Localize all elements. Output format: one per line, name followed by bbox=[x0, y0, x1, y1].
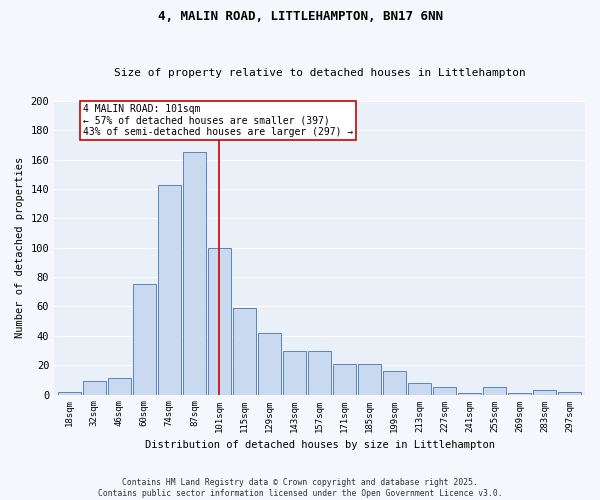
Bar bbox=[108, 378, 131, 394]
Bar bbox=[559, 392, 581, 394]
Bar bbox=[183, 152, 206, 394]
Text: Contains HM Land Registry data © Crown copyright and database right 2025.
Contai: Contains HM Land Registry data © Crown c… bbox=[98, 478, 502, 498]
X-axis label: Distribution of detached houses by size in Littlehampton: Distribution of detached houses by size … bbox=[145, 440, 494, 450]
Bar bbox=[383, 371, 406, 394]
Text: 4 MALIN ROAD: 101sqm
← 57% of detached houses are smaller (397)
43% of semi-deta: 4 MALIN ROAD: 101sqm ← 57% of detached h… bbox=[83, 104, 353, 137]
Bar bbox=[433, 387, 456, 394]
Text: 4, MALIN ROAD, LITTLEHAMPTON, BN17 6NN: 4, MALIN ROAD, LITTLEHAMPTON, BN17 6NN bbox=[157, 10, 443, 23]
Bar bbox=[458, 393, 481, 394]
Bar bbox=[508, 393, 532, 394]
Bar bbox=[233, 308, 256, 394]
Bar bbox=[158, 184, 181, 394]
Title: Size of property relative to detached houses in Littlehampton: Size of property relative to detached ho… bbox=[114, 68, 526, 78]
Bar bbox=[484, 387, 506, 394]
Bar bbox=[83, 382, 106, 394]
Bar bbox=[358, 364, 381, 394]
Bar bbox=[333, 364, 356, 394]
Bar bbox=[408, 383, 431, 394]
Bar bbox=[533, 390, 556, 394]
Y-axis label: Number of detached properties: Number of detached properties bbox=[15, 157, 25, 338]
Bar bbox=[258, 333, 281, 394]
Bar bbox=[283, 350, 306, 395]
Bar bbox=[208, 248, 231, 394]
Bar bbox=[308, 350, 331, 395]
Bar bbox=[58, 392, 81, 394]
Bar bbox=[133, 284, 156, 395]
